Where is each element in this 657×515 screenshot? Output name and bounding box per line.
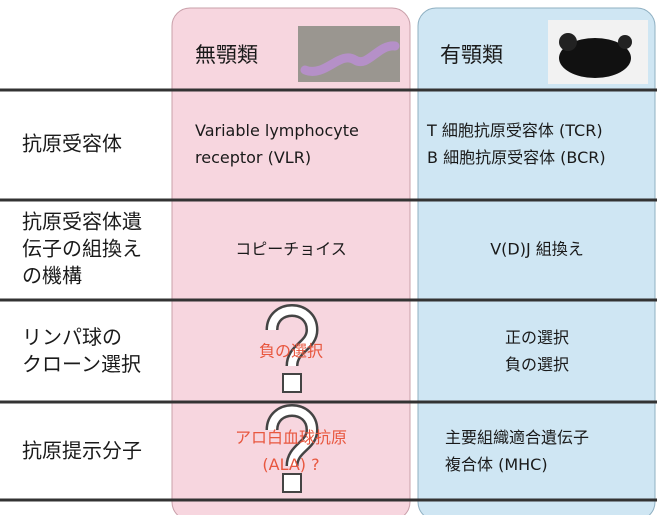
cell-text: T 細胞抗原受容体 (TCR): [426, 121, 603, 140]
jawed-column: [417, 7, 656, 515]
hagfish-image: [298, 26, 400, 82]
cell-text: V(D)J 組換え: [490, 240, 584, 259]
row-label: リンパ球の: [22, 325, 122, 349]
cell-text: Variable lymphocyte: [195, 121, 359, 140]
cell-text: receptor (VLR): [195, 148, 311, 167]
row-label: 抗原提示分子: [22, 439, 142, 463]
row-label: 抗原受容体遺: [22, 210, 142, 234]
cell-text: (ALA) ?: [262, 455, 319, 474]
question-dot: [282, 373, 302, 393]
question-inner: [268, 306, 317, 367]
row-label: 抗原受容体: [22, 132, 122, 156]
cell-text: 負の選択: [505, 355, 569, 374]
cell-text: 主要組織適合遺伝子: [445, 428, 589, 447]
row-label: 伝子の組換え: [22, 237, 142, 261]
cell-text: アロ白血球抗原: [235, 428, 347, 447]
question-marks: [265, 304, 319, 493]
question-dot: [282, 473, 302, 493]
question-inner: [268, 406, 317, 467]
header-jawed: 有顎類: [440, 43, 503, 67]
cell-text: 負の選択: [259, 342, 323, 361]
header-jawless: 無顎類: [195, 43, 258, 67]
row-dividers: [0, 88, 657, 502]
mouse-image: [548, 20, 648, 84]
row-label: クローン選択: [22, 352, 141, 376]
jawless-column: [171, 7, 411, 515]
cell-text: コピーチョイス: [235, 240, 347, 259]
cell-text: 正の選択: [505, 328, 569, 347]
cell-text: B 細胞抗原受容体 (BCR): [427, 148, 606, 167]
row-label: の機構: [22, 264, 82, 288]
cell-text: 複合体 (MHC): [445, 455, 548, 474]
